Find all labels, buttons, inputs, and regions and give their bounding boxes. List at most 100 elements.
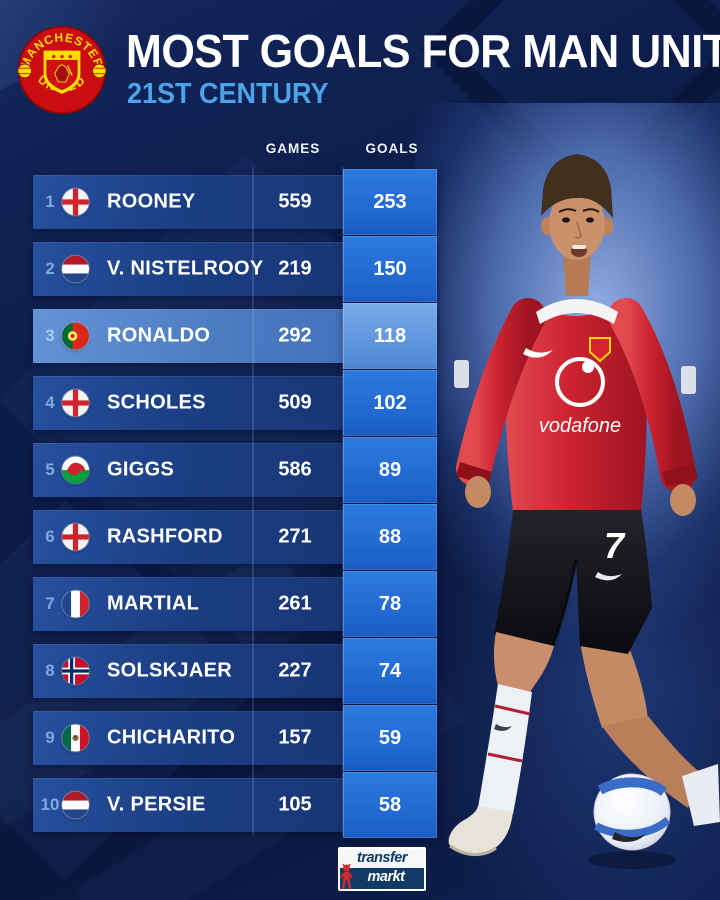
nike-swoosh-shorts-icon (595, 572, 622, 581)
rank-label: 6 (45, 527, 55, 546)
games-value: 559 (278, 190, 312, 213)
table-row: 1 ROONEY 559 253 (33, 169, 437, 235)
transfermarkt-mascot-icon (340, 863, 353, 890)
flag-wales-icon (62, 456, 89, 484)
page-subtitle: 21ST CENTURY (127, 78, 329, 110)
player-name: SCHOLES (107, 391, 206, 414)
goals-value: 89 (378, 458, 402, 481)
goals-value-box: 58 (343, 772, 437, 838)
table-row: 2 V. NISTELROOY 219 150 (33, 236, 437, 302)
rank-label: 3 (45, 326, 55, 345)
rank-label: 4 (45, 393, 55, 412)
table-row: 10 V. PERSIE 105 58 (33, 772, 437, 838)
crest-football-left (17, 63, 33, 79)
goals-value-box: 89 (343, 437, 437, 503)
player-shirt: vodafone (454, 298, 698, 516)
games-value: 586 (278, 458, 312, 481)
column-header-goals: GOALS (365, 141, 419, 156)
goals-value: 59 (378, 726, 402, 749)
shirt-collar (536, 299, 618, 324)
table-row: 6 RASHFORD 271 88 (33, 504, 437, 570)
football-icon (588, 773, 676, 869)
rank-label: 7 (45, 594, 55, 613)
nike-swoosh-sock-icon (494, 724, 512, 731)
player-name: CHICHARITO (107, 726, 236, 749)
rank-label: 1 (45, 192, 55, 211)
player-name: V. NISTELROOY (107, 257, 264, 280)
flag-england-icon (62, 389, 89, 417)
games-value: 105 (278, 793, 312, 816)
club-crest-chest-icon (589, 337, 611, 363)
flag-mexico-icon (62, 724, 89, 752)
player-name: RASHFORD (107, 525, 223, 548)
player-right-leg (580, 640, 720, 826)
table-row: 4 SCHOLES 509 102 (33, 370, 437, 436)
transfermarkt-logo-bottom-text: markt (340, 868, 424, 889)
premier-league-sleeve-badge-icon (681, 366, 696, 394)
goals-value-box: 59 (343, 705, 437, 771)
flag-portugal-icon (62, 322, 89, 350)
table-divider-line (252, 167, 254, 835)
flag-netherlands-icon (62, 255, 89, 283)
player-name: GIGGS (107, 458, 175, 481)
player-photo: vodafone 7 (448, 154, 720, 869)
goals-value: 88 (378, 525, 402, 548)
games-value: 292 (278, 324, 312, 347)
games-value: 157 (278, 726, 312, 749)
page-title: MOST GOALS FOR MAN UNITED (126, 26, 720, 78)
goals-value: 78 (378, 592, 402, 615)
goals-value: 253 (373, 190, 407, 213)
goals-value-box: 102 (343, 370, 437, 436)
man-united-crest-icon: MANCHESTER UNITED (17, 25, 107, 115)
table-row: 3 RONALDO 292 118 (33, 303, 437, 369)
flag-england-icon (62, 523, 89, 551)
nike-swoosh-ball-icon (612, 832, 646, 843)
games-value: 219 (278, 257, 312, 280)
shorts-number: 7 (604, 525, 626, 566)
transfermarkt-logo: transfer markt (338, 847, 426, 891)
crest-football-right (91, 63, 107, 79)
goals-value-box: 253 (343, 169, 437, 235)
flag-england-icon (62, 188, 89, 216)
transfermarkt-logo-top-text: transfer (340, 849, 424, 868)
goals-value-box: 150 (343, 236, 437, 302)
games-value: 271 (278, 525, 312, 548)
rank-label: 10 (40, 795, 60, 814)
rank-label: 2 (45, 259, 55, 278)
flag-norway-icon (62, 657, 89, 685)
flag-france-icon (62, 590, 89, 618)
player-head (541, 154, 613, 296)
player-shorts: 7 (494, 510, 652, 654)
player-name: V. PERSIE (107, 793, 206, 816)
vodafone-logo-icon (555, 357, 605, 407)
goals-value: 150 (373, 257, 407, 280)
goals-value: 102 (373, 391, 407, 414)
goals-value: 118 (373, 324, 407, 347)
rank-label: 5 (45, 460, 55, 479)
flag-netherlands-icon (62, 791, 89, 819)
goals-value-box: 78 (343, 571, 437, 637)
games-value: 261 (278, 592, 312, 615)
goals-value-box: 74 (343, 638, 437, 704)
table-row: 8 SOLSKJAER 227 74 (33, 638, 437, 704)
player-left-leg (448, 632, 554, 856)
column-header-games: GAMES (265, 141, 321, 156)
player-name: MARTIAL (107, 592, 200, 615)
red-devil-icon (54, 64, 70, 83)
table-row: 9 CHICHARITO 157 59 (33, 705, 437, 771)
player-name: ROONEY (107, 190, 196, 213)
crest-shield (43, 50, 81, 94)
table-row: 5 GIGGS 586 89 (33, 437, 437, 503)
games-value: 509 (278, 391, 312, 414)
player-name: SOLSKJAER (107, 659, 232, 682)
games-value: 227 (278, 659, 312, 682)
player-name: RONALDO (107, 324, 211, 347)
goals-value: 58 (378, 793, 402, 816)
premier-league-sleeve-badge-icon (454, 360, 469, 388)
rank-label: 8 (45, 661, 55, 680)
table-row: 7 MARTIAL 261 78 (33, 571, 437, 637)
rank-label: 9 (45, 728, 55, 747)
goals-value-box: 118 (343, 303, 437, 369)
